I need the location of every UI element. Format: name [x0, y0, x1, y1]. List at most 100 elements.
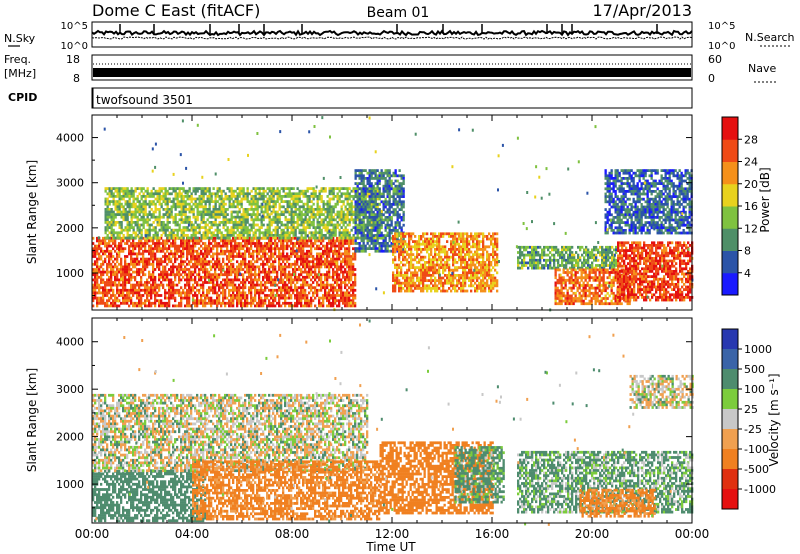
power-cell [328, 304, 331, 308]
power-cell [322, 236, 325, 240]
power-cell [106, 228, 109, 232]
power-cell [222, 257, 225, 261]
power-cell [186, 249, 189, 253]
power-cell [382, 203, 385, 206]
power-cell [266, 278, 269, 282]
power-cell [338, 278, 341, 282]
power-cell [304, 291, 307, 295]
power-cell [196, 283, 199, 287]
power-cell [294, 283, 297, 287]
power-cell [238, 301, 241, 305]
power-cell [354, 182, 357, 185]
power-cell [242, 236, 245, 240]
power-cell [104, 288, 107, 292]
power-cell [128, 281, 131, 284]
power-cell [134, 291, 137, 295]
power-cell [232, 226, 235, 229]
power-cell [142, 265, 145, 269]
power-cell [374, 213, 377, 217]
power-cell [226, 265, 229, 269]
power-cell [182, 236, 185, 240]
power-cell [304, 192, 307, 196]
power-cell [364, 192, 367, 196]
power-cell [380, 249, 383, 253]
power-cell [362, 195, 365, 198]
power-cell [292, 268, 295, 271]
power-cell [102, 249, 105, 253]
power-cell [338, 236, 341, 240]
power-cell [92, 236, 95, 240]
power-cell [194, 270, 197, 274]
power-cell [128, 223, 131, 227]
power-cell [140, 187, 143, 190]
power-cell [108, 281, 111, 284]
power-cell [330, 296, 333, 300]
power-cell [272, 192, 275, 196]
power-cell [250, 239, 253, 243]
power-cell [128, 288, 131, 292]
power-cell [330, 234, 333, 237]
power-cell [348, 260, 351, 264]
power-cell [192, 223, 195, 227]
power-cell [266, 197, 269, 201]
power-cell [108, 242, 111, 245]
power-cell [232, 286, 235, 290]
power-cell [144, 189, 147, 193]
power-cell [208, 247, 211, 251]
power-cell [320, 275, 323, 279]
power-cell [268, 226, 271, 229]
power-cell [176, 288, 179, 292]
power-cell [120, 187, 123, 190]
power-cell [220, 202, 223, 206]
power-cell [142, 260, 145, 264]
power-cell [136, 304, 139, 308]
power-cell [262, 252, 265, 256]
power-cell [304, 283, 307, 287]
power-cell [320, 262, 323, 266]
power-cell [344, 291, 347, 295]
power-cell [304, 195, 307, 198]
power-cell [102, 242, 105, 245]
power-cell [220, 249, 223, 253]
power-cell [296, 197, 299, 201]
power-cell [320, 247, 323, 251]
power-cell [366, 231, 369, 235]
power-cell [370, 169, 373, 172]
power-cell [138, 296, 141, 300]
power-cell [386, 179, 389, 183]
power-cell [148, 301, 151, 305]
power-cell [282, 187, 285, 190]
power-cell [198, 239, 201, 243]
power-cell [326, 210, 329, 214]
power-cell [124, 226, 127, 229]
power-cell [146, 299, 149, 303]
power-cell [278, 262, 281, 266]
power-cell [170, 283, 173, 287]
power-cell [330, 231, 333, 235]
power-cell [220, 208, 223, 211]
power-cell [170, 278, 173, 282]
power-cell [166, 239, 169, 243]
power-cell [372, 197, 375, 201]
power-cell [154, 192, 157, 196]
power-cell [266, 202, 269, 206]
power-cell [228, 187, 231, 190]
power-cell [384, 223, 387, 227]
power-cell [342, 228, 345, 232]
power-cell [140, 189, 143, 193]
power-cell [348, 187, 351, 190]
power-cell [274, 244, 277, 248]
power-cell [202, 218, 205, 222]
power-cell [336, 226, 339, 229]
power-cell [124, 210, 127, 214]
power-cell [218, 221, 221, 224]
power-cell [354, 257, 357, 261]
power-cell [264, 242, 267, 245]
power-cell [186, 195, 189, 198]
power-cell [192, 228, 195, 232]
power-cell [306, 218, 309, 222]
power-cell [212, 205, 215, 209]
power-cell [164, 291, 167, 295]
power-cell [358, 218, 361, 222]
